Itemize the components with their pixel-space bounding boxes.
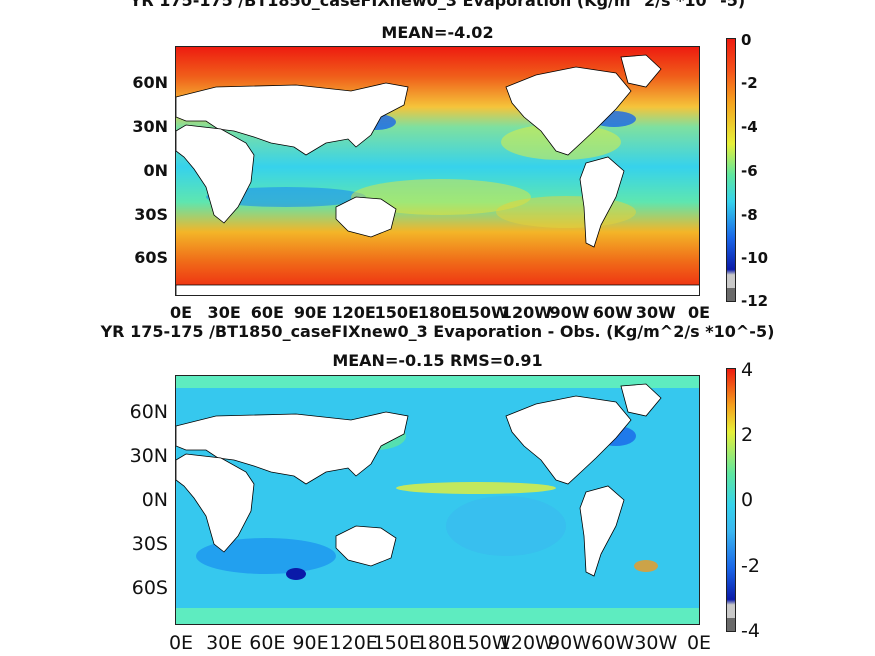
panel1-lon-label: 90E — [293, 303, 328, 322]
panel1-cbar-tick-4: -8 — [741, 206, 758, 224]
panel2-lon-label: 90E — [292, 632, 329, 654]
panel1-title: YR 175-175 /BT1850_caseFIXnew0_3 Evapora… — [129, 0, 746, 10]
panel2-cbar-tick-3: -2 — [741, 555, 760, 577]
panel2-lon-label: 30E — [206, 632, 243, 654]
panel1-cbar-tick-1: -2 — [741, 74, 758, 92]
panel2-lon-label: 30W — [634, 632, 678, 654]
panel1-lon-label: 60E — [250, 303, 284, 322]
panel2-lon-label: 60E — [249, 632, 286, 654]
panel2-cbar-tick-4: -4 — [741, 620, 760, 642]
panel2-stats: MEAN=-0.15 RMS=0.91 — [332, 351, 543, 370]
panel2-lat-60s: 60S — [131, 577, 168, 599]
panel1-lat-60s: 60S — [134, 248, 168, 267]
panel1-lon-label: 120W — [500, 303, 552, 322]
panel1-lat-30s: 30S — [134, 205, 168, 224]
panel1-cbar-tick-0: 0 — [741, 31, 752, 49]
panel1-lat-30n: 30N — [132, 117, 168, 136]
panel1-lon-label: 60W — [592, 303, 633, 322]
panel1-lon-label: 0E — [169, 303, 193, 322]
panel2-cbar-tick-2: 0 — [741, 489, 754, 511]
panel1-colorbar — [726, 38, 736, 302]
panel1-cbar-tick-3: -6 — [741, 162, 758, 180]
panel1-lon-label: 120E — [331, 303, 376, 322]
panel1-cbar-tick-5: -10 — [741, 249, 769, 267]
panel2-lon-label: 150E — [372, 632, 421, 654]
panel2-lon-label: 180E — [415, 632, 465, 654]
panel2-title: YR 175-175 /BT1850_caseFIXnew0_3 Evapora… — [100, 322, 775, 341]
panel2-lon-label: 120W — [498, 632, 554, 654]
panel2-lon-label: 0E — [686, 632, 712, 654]
panel1-lon-label: 180E — [417, 303, 463, 322]
panel1-stats: MEAN=-4.02 — [381, 23, 494, 42]
panel2-cbar-tick-1: 2 — [741, 424, 754, 446]
panel1-lat-0n: 0N — [143, 161, 168, 180]
panel2-lon-label: 0E — [168, 632, 194, 654]
panel2-lat-30s: 30S — [131, 533, 168, 555]
panel2-lat-30n: 30N — [129, 445, 168, 467]
panel1-map-graphic — [176, 47, 699, 295]
panel2-lon-label: 120E — [329, 632, 378, 654]
panel1-lon-label: 150E — [374, 303, 419, 322]
panel2-lon-label: 60W — [591, 632, 635, 654]
panel2-map — [175, 375, 700, 625]
panel2-lon-label: 90W — [548, 632, 591, 654]
panel1-map — [175, 46, 700, 296]
panel1-cbar-tick-6: -12 — [741, 292, 769, 310]
panel2-lon-label: 150W — [455, 632, 511, 654]
panel2-colorbar — [726, 368, 736, 632]
panel2-lat-60n: 60N — [129, 401, 168, 423]
panel2-lat-0n: 0N — [141, 489, 168, 511]
panel2-map-graphic — [176, 376, 699, 624]
panel1-lon-label: 90W — [549, 303, 590, 322]
panel1-lon-label: 0E — [687, 303, 711, 322]
panel1-lat-60n: 60N — [132, 73, 168, 92]
panel2-cbar-tick-0: 4 — [741, 359, 754, 381]
panel1-lon-label: 30W — [635, 303, 676, 322]
panel1-lon-label: 30E — [207, 303, 241, 322]
panel1-cbar-tick-2: -4 — [741, 118, 758, 136]
panel1-lon-label: 150W — [457, 303, 509, 322]
